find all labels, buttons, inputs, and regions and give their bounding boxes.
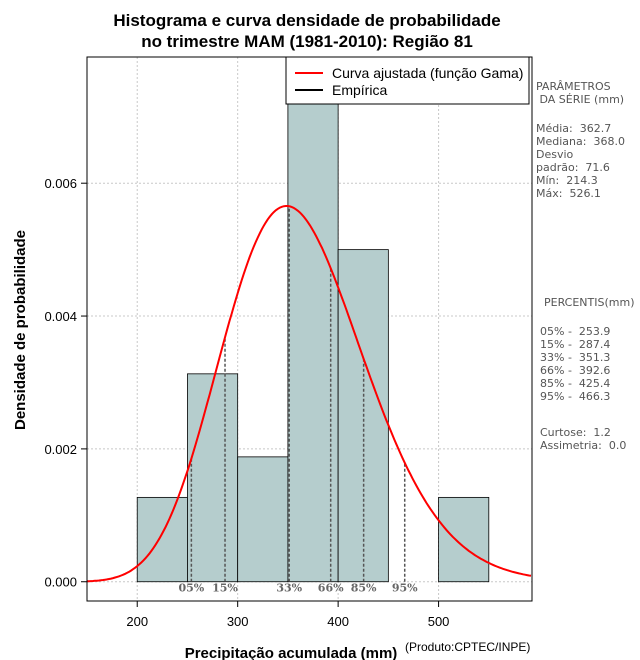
histogram-bars — [136, 65, 490, 583]
percentile-label: 66% — [318, 582, 344, 595]
percentis-list: 05% - 253.9 15% - 287.4 33% - 351.3 66% … — [540, 325, 611, 403]
series-stats: Média: 362.7 Mediana: 368.0 Desvio padrã… — [536, 122, 625, 200]
percentile-label: 15% — [212, 582, 238, 595]
product-credit: (Produto:CPTEC/INPE) — [405, 640, 530, 654]
percentile-lines — [190, 206, 406, 582]
fitted-curve-line — [86, 205, 532, 583]
x-tick-label: 400 — [327, 614, 349, 629]
legend-label-empirical: Empírica — [332, 82, 387, 98]
percentis-heading: PERCENTIS(mm) — [544, 296, 635, 309]
percentile-label: 33% — [276, 582, 302, 595]
chart-title-line-1: Histograma e curva densidade de probabil… — [113, 11, 500, 30]
y-axis: 0.000 0.002 0.004 0.006 — [44, 176, 87, 590]
histogram-bar — [187, 373, 239, 583]
y-tick-label: 0.000 — [44, 575, 77, 590]
x-tick-label: 300 — [227, 614, 249, 629]
histogram-bar — [136, 496, 188, 583]
legend-box — [285, 56, 530, 105]
chart-title-line-2: no trimestre MAM (1981-2010): Região 81 — [141, 32, 473, 51]
y-tick-label: 0.006 — [44, 176, 77, 191]
shape-stats: Curtose: 1.2 Assimetria: 0.0 — [540, 426, 627, 452]
histogram-bar — [237, 456, 289, 583]
percentile-label: 05% — [178, 582, 204, 595]
x-axis-label: Precipitação acumulada (mm) — [185, 645, 398, 660]
x-tick-label: 200 — [126, 614, 148, 629]
y-tick-label: 0.002 — [44, 442, 77, 457]
x-axis: 200 300 400 500 — [126, 601, 449, 629]
x-tick-label: 500 — [428, 614, 450, 629]
percentile-labels: 05% 15% 33% 66% 85% 95% — [178, 582, 418, 595]
percentile-label: 85% — [351, 582, 377, 595]
y-axis-label: Densidade de probabilidade — [12, 230, 29, 430]
y-tick-label: 0.004 — [44, 309, 77, 324]
params-heading: PARÂMETROS DA SÉRIE (mm) — [536, 80, 625, 106]
legend: Curva ajustada (função Gama) Empírica — [285, 56, 530, 105]
histogram-bar — [438, 496, 490, 583]
legend-label-fitted: Curva ajustada (função Gama) — [332, 65, 523, 81]
percentile-label: 95% — [392, 582, 418, 595]
fitted-curve-layer — [86, 205, 532, 583]
